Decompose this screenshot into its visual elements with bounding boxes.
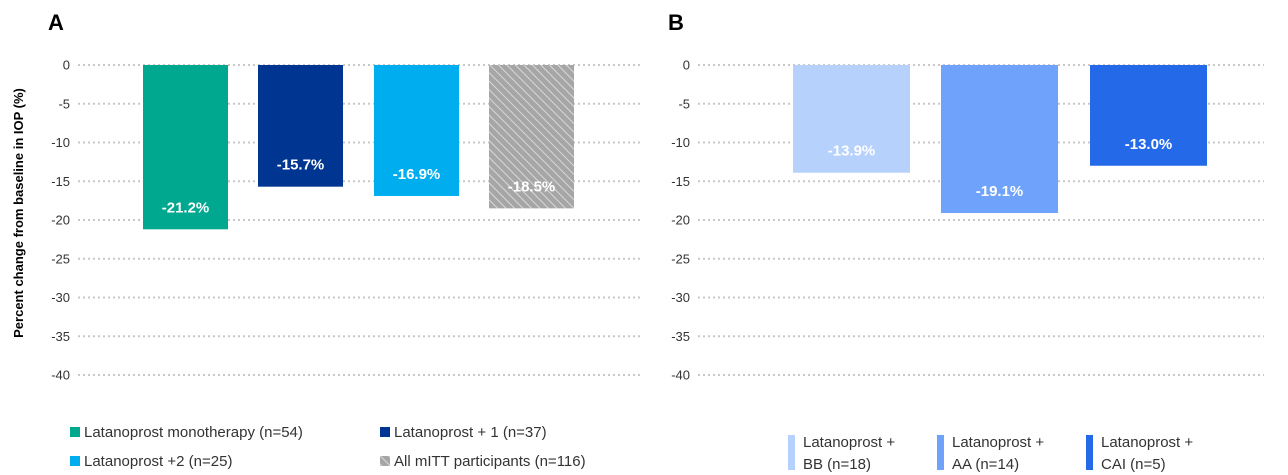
bar xyxy=(1090,65,1207,166)
y-tick-label: -25 xyxy=(671,251,690,266)
legend-label: All mITT participants (n=116) xyxy=(394,453,586,470)
bar xyxy=(941,65,1058,214)
legend-swatch xyxy=(70,456,80,466)
y-tick-label: -35 xyxy=(671,329,690,344)
panel-a: A 0 -5 -10 -15 -20 -25 -30 -35 -40 -21.2% -15.7% -16… xyxy=(48,10,640,470)
y-tick-label: -10 xyxy=(671,135,690,150)
y-tick-label: -20 xyxy=(671,213,690,228)
bar xyxy=(143,65,228,230)
y-tick-label: -5 xyxy=(678,96,690,111)
panel-letter: A xyxy=(48,10,64,35)
bar-value-label: -19.1% xyxy=(976,183,1024,200)
legend-swatch xyxy=(788,435,795,470)
legend-label: Latanoprost monotherapy (n=54) xyxy=(84,424,303,441)
y-tick-label: 0 xyxy=(63,58,70,73)
y-tick-label: -15 xyxy=(671,174,690,189)
bar-value-label: -16.9% xyxy=(393,166,441,183)
legend-swatch xyxy=(380,427,390,437)
y-tick-label: -35 xyxy=(51,329,70,344)
legend-label: Latanoprost + BB (n=18) xyxy=(803,434,895,473)
bar xyxy=(489,65,574,209)
y-tick-label: -30 xyxy=(671,290,690,305)
y-axis-label: Percent change from baseline in IOP (%) xyxy=(11,88,26,338)
y-tick-label: -5 xyxy=(58,96,70,111)
y-tick-label: -25 xyxy=(51,251,70,266)
bar xyxy=(793,65,910,173)
legend-swatch xyxy=(70,427,80,437)
legend-label: Latanoprost + CAI (n=5) xyxy=(1101,434,1193,473)
bar-value-label: -15.7% xyxy=(277,157,325,174)
panel-letter: B xyxy=(668,10,684,35)
legend-label: Latanoprost + AA (n=14) xyxy=(952,434,1044,473)
panel-b: B 0 -5 -10 -15 -20 -25 -30 -35 -40 -13.9% -19.1% -13… xyxy=(668,10,1264,473)
bar-value-label: -13.9% xyxy=(828,143,876,160)
bar xyxy=(258,65,343,187)
bar-value-label: -18.5% xyxy=(508,178,556,195)
y-tick-label: -30 xyxy=(51,290,70,305)
y-tick-label: -40 xyxy=(51,368,70,383)
bar-value-label: -13.0% xyxy=(1125,136,1173,153)
legend-label: Latanoprost + 1 (n=37) xyxy=(394,424,547,441)
y-tick-label: 0 xyxy=(683,58,690,73)
y-tick-label: -10 xyxy=(51,135,70,150)
bar-value-label: -21.2% xyxy=(162,199,210,216)
legend-swatch xyxy=(380,456,390,466)
y-tick-label: -40 xyxy=(671,368,690,383)
y-tick-label: -15 xyxy=(51,174,70,189)
legend-swatch xyxy=(1086,435,1093,470)
legend-swatch xyxy=(937,435,944,470)
legend-label: Latanoprost +2 (n=25) xyxy=(84,453,232,470)
bar xyxy=(374,65,459,196)
y-tick-label: -20 xyxy=(51,213,70,228)
